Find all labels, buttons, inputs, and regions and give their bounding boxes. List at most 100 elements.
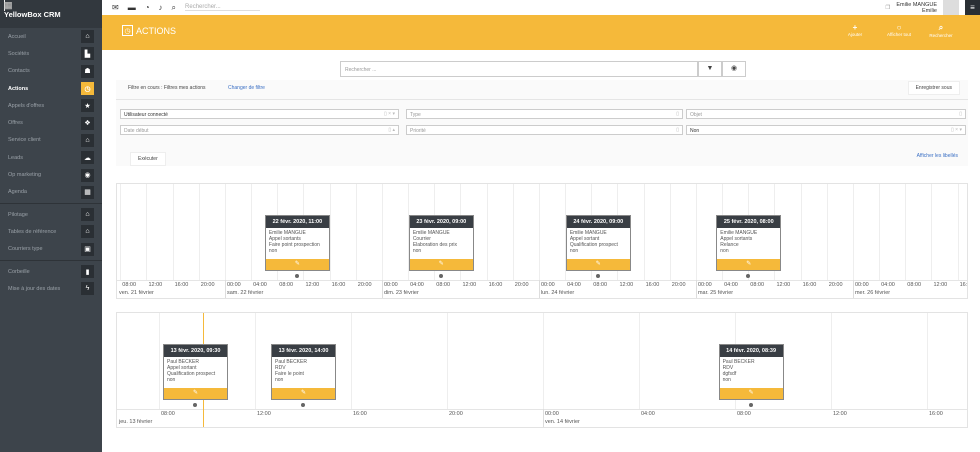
edit-icon[interactable]: ✎ [272,388,335,399]
tick-label: 08:00 [122,282,137,288]
event-line: non [722,377,731,383]
brand[interactable]: YellowBox CRM ▦ [0,0,102,28]
tick-label: 12:00 [833,411,847,417]
tick-label: 12:00 [148,282,163,288]
type-field[interactable]: Type ▯ [406,109,683,119]
filter-icon[interactable]: ▼ [698,61,722,77]
priority-field[interactable]: Priorité ▯ [406,125,683,135]
event-card[interactable]: 14 févr. 2020, 08:39 Paul BECKER RDV dgfsdf… [718,344,784,400]
search-button[interactable]: ⌕ Rechercher [929,23,953,38]
event-date: 24 févr. 2020, 09:00 [566,216,630,228]
tick-label: 12:00 [305,282,320,288]
tick-label: 00:00 [854,282,869,288]
sidebar-item-label: Mise à jour des dates [8,285,61,292]
gridline [120,184,122,280]
page-header: ◷ ACTIONS + Ajouter ○ Afficher tout ⌕ Recher… [102,15,980,50]
home-icon: ⌂ [81,225,94,239]
day-label: ven. 14 février [545,419,580,425]
sidebar-item-mise-jour-des-dates[interactable]: Mise à jour des dates ϟ [0,280,102,297]
global-search-input[interactable]: Rechercher... [185,4,261,11]
object-field[interactable]: Objet ▯ [686,109,966,119]
edit-icon[interactable]: ✎ [265,259,329,270]
event-date: 25 févr. 2020, 08:00 [717,216,781,228]
event-marker [301,403,305,407]
user-field[interactable]: Utilisateur connecté ▯ × ▾ [120,109,399,119]
sidebar-item-actions[interactable]: Actions ◷ [0,80,102,97]
inbox-icon[interactable]: ✉ [112,3,119,12]
event-card[interactable]: 13 févr. 2020, 14:00 Paul BECKER RDV Faire … [271,344,336,400]
edit-icon[interactable]: ✎ [164,388,227,399]
user-name: Emilie MANGUE Emilie [896,1,937,14]
sidebar-item-label: Sociétés [8,50,30,57]
eye-icon[interactable]: ◉ [722,61,746,77]
event-card[interactable]: 13 févr. 2020, 09:30 Paul BECKER Appel sor… [163,344,228,400]
gridline [329,184,331,280]
filter-panel: Filtre en cours : Filtres mes actions Ch… [116,80,968,166]
sidebar-item-pilotage[interactable]: Pilotage ⌂ [0,206,102,223]
event-line: Emilie MANGUE [569,230,607,236]
show-labels-link[interactable]: Afficher les libellés [916,153,958,159]
event-line: Appel sortant [167,365,197,371]
user-menu[interactable]: ❐ Emilie MANGUE Emilie ≡ [885,0,980,15]
edit-icon[interactable]: ✎ [717,259,781,270]
event-marker [438,274,443,278]
search-input[interactable]: Rechercher ... [340,61,698,77]
calendar-icon: ▦ [81,185,94,199]
event-card[interactable]: 23 févr. 2020, 09:00 Emilie MANGUE Courrie… [408,215,474,271]
gridline [927,313,928,409]
sidebar-item-appels-d-offres[interactable]: Appels d'offres ★ [0,97,102,114]
chat-icon[interactable]: ▬ [127,3,136,12]
gridline [565,184,567,280]
sidebar-item-tables-de-r-f-rence[interactable]: Tables de référence ⌂ [0,223,102,240]
copy-icon[interactable]: ❐ [885,4,891,11]
avatar[interactable] [943,0,959,15]
tick-label: 12:00 [776,282,791,288]
sidebar-item-soci-t-s[interactable]: Sociétés ▙ [0,45,102,62]
sidebar-item-leads[interactable]: Leads ☁ [0,149,102,166]
edit-icon[interactable]: ✎ [566,259,630,270]
current-filter: Filtre en cours : Filtres mes actions [128,85,206,91]
event-line: non [720,248,729,254]
timeline-2[interactable]: jeu. 13 février 08:00 12:00 16:00 20:00 ven. … [116,312,968,428]
edit-icon[interactable]: ✎ [719,388,783,399]
gridline [669,184,671,280]
gridline [251,184,253,280]
gridline [852,184,854,280]
dashboard-icon[interactable]: ◔ [144,3,150,12]
save-as-button[interactable]: Enregistrer sous [907,81,960,95]
clipboard-icon: ▣ [81,242,94,256]
start-date-field[interactable]: Date début ▯ ▴ [120,125,399,135]
show-all-button[interactable]: ○ Afficher tout [887,23,911,37]
gridline [800,184,802,280]
sidebar-item-offres[interactable]: Offres ❖ [0,114,102,131]
gridline [957,184,959,280]
bell-icon[interactable]: ♪ [158,3,163,12]
sidebar-item-courriers-type[interactable]: Courriers type ▣ [0,241,102,258]
event-line: non [412,248,422,254]
tick-label: 00:00 [540,282,555,288]
change-filter-link[interactable]: Changer de filtre [228,85,265,91]
sidebar-item-service-client[interactable]: Service client ⌂ [0,132,102,149]
event-card[interactable]: 24 févr. 2020, 09:00 Emilie MANGUE Appel s… [565,215,631,271]
gridline [538,184,540,280]
sidebar-item-op-marketing[interactable]: Op marketing ◉ [0,166,102,183]
done-select[interactable]: Non ▯ × ▾ [686,125,966,135]
cloud-icon: ☁ [81,151,94,165]
menu-icon[interactable]: ≡ [965,0,980,15]
gridline [512,184,514,280]
event-card[interactable]: 22 févr. 2020, 11:00 Emilie MANGUE Appel s… [264,215,330,271]
timeline-1[interactable]: ven. 21 février 08:00 12:00 16:00 20:00 sam. … [116,183,968,299]
sidebar-item-contacts[interactable]: Contacts ☗ [0,63,102,80]
edit-icon[interactable]: ✎ [409,259,473,270]
grid-icon[interactable]: ▦ [4,0,13,11]
event-card[interactable]: 25 févr. 2020, 08:00 Emilie MANGUE Appel s… [716,215,782,271]
tick-label: 04:00 [567,282,581,288]
execute-button[interactable]: Exécuter [130,152,166,166]
sidebar-item-accueil[interactable]: Accueil ⌂ [0,28,102,45]
sidebar-item-corbeille[interactable]: Corbeille ▮ [0,263,102,280]
add-button[interactable]: + Ajouter [847,23,863,37]
tick-label: 16:00 [174,282,189,288]
sidebar-item-agenda[interactable]: Agenda ▦ [0,184,102,201]
day-label: ven. 21 février [119,290,154,296]
sidebar: YellowBox CRM ▦ Accueil ⌂ Sociétés ▙ Contacts… [0,0,102,452]
